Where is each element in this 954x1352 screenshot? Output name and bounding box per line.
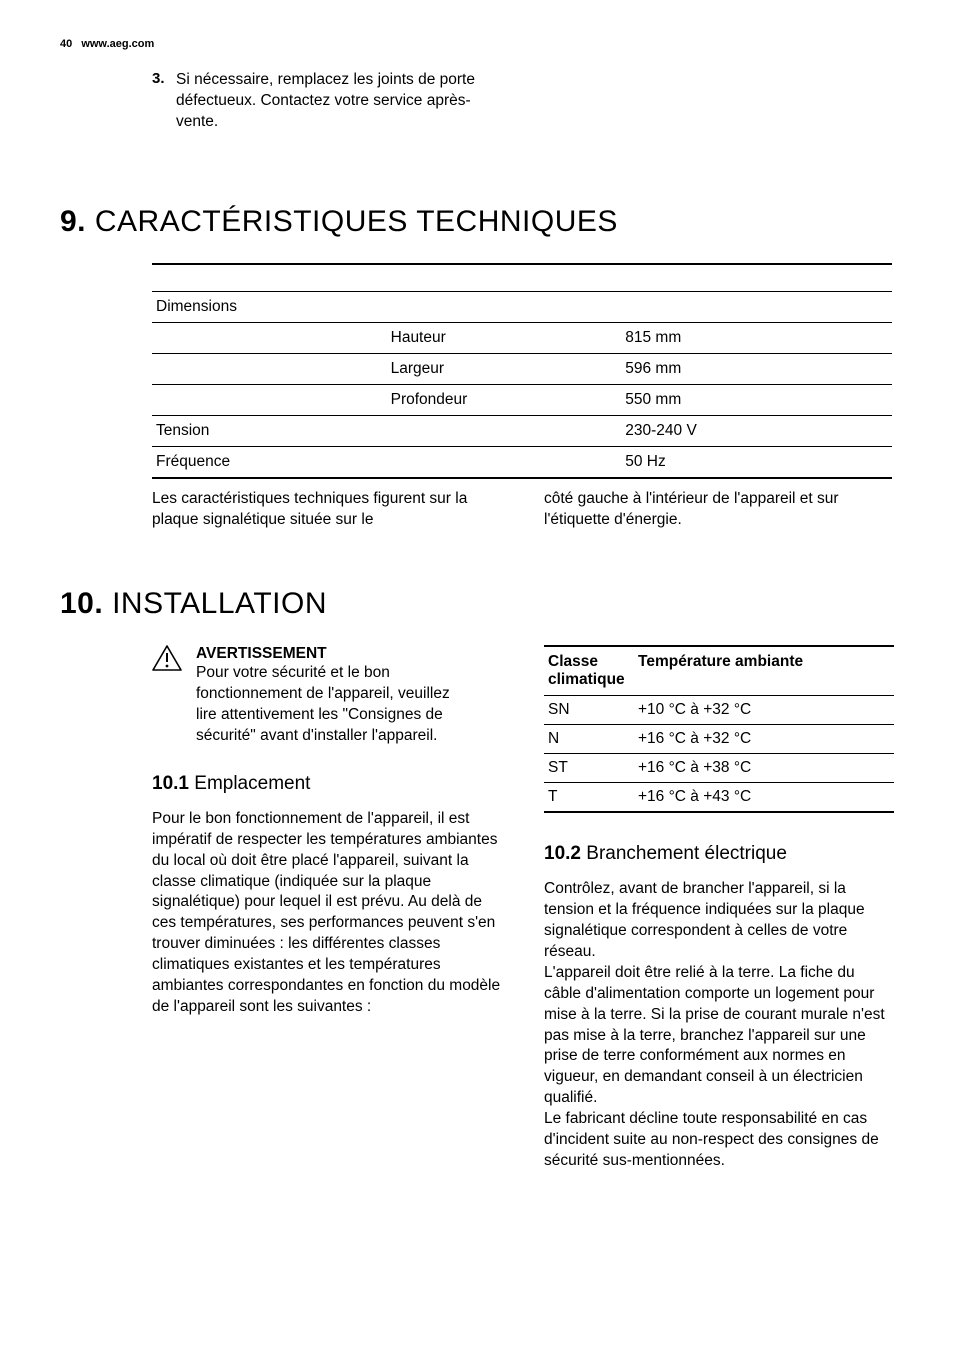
footnote-left: Les caractéristiques techniques figurent… — [152, 489, 502, 531]
list-item-text: Si nécessaire, remplacez les joints de p… — [176, 70, 476, 133]
subsection-10-2-body-2: L'appareil doit être relié à la terre. L… — [544, 963, 894, 1109]
cell: Tension — [152, 416, 387, 447]
cell: ST — [544, 754, 634, 783]
page-header: 40 www.aeg.com — [60, 38, 894, 50]
cell: +16 °C à +38 °C — [634, 754, 894, 783]
cell: N — [544, 725, 634, 754]
header-url: www.aeg.com — [81, 38, 154, 50]
section-10-title: 10. INSTALLATION — [60, 587, 894, 621]
table-row: T +16 °C à +43 °C — [544, 783, 894, 813]
cell: Largeur — [387, 354, 622, 385]
subsection-10-1-body: Pour le bon fonctionnement de l'appareil… — [152, 809, 502, 1018]
section-9-label: CARACTÉRISTIQUES TECHNIQUES — [95, 205, 618, 238]
cell: 815 mm — [621, 323, 892, 354]
list-item-number: 3. — [152, 70, 176, 133]
cell: +10 °C à +32 °C — [634, 696, 894, 725]
warning-heading: AVERTISSEMENT — [196, 645, 466, 663]
cell: +16 °C à +32 °C — [634, 725, 894, 754]
table-row: N +16 °C à +32 °C — [544, 725, 894, 754]
specs-footnote: Les caractéristiques techniques figurent… — [152, 489, 894, 531]
section-10-label: INSTALLATION — [112, 587, 327, 620]
cell — [152, 354, 387, 385]
section-9-number: 9. — [60, 205, 86, 238]
cell: T — [544, 783, 634, 813]
warning-icon — [152, 645, 182, 671]
cell: 230-240 V — [621, 416, 892, 447]
list-item: 3. Si nécessaire, remplacez les joints d… — [152, 70, 894, 133]
table-row: Hauteur 815 mm — [152, 323, 892, 354]
subsection-10-2-title: 10.2 Branchement électrique — [544, 843, 894, 865]
cell — [387, 447, 622, 479]
page-number: 40 — [60, 38, 72, 50]
subsection-10-1-number: 10.1 — [152, 773, 189, 794]
warning-block: AVERTISSEMENT Pour votre sécurité et le … — [152, 645, 502, 747]
cell: Profondeur — [387, 385, 622, 416]
cell: Hauteur — [387, 323, 622, 354]
cell: 596 mm — [621, 354, 892, 385]
table-row: ST +16 °C à +38 °C — [544, 754, 894, 783]
subsection-10-2-number: 10.2 — [544, 843, 581, 864]
climate-table: Classe climati­que Température ambiante … — [544, 645, 894, 813]
footnote-right: côté gauche à l'intérieur de l'appareil … — [544, 489, 894, 531]
subsection-10-1-title: 10.1 Emplacement — [152, 773, 502, 795]
climate-col1-header: Classe climati­que — [544, 646, 634, 696]
subsection-10-2-body-1: Contrôlez, avant de brancher l'appareil,… — [544, 879, 894, 963]
subsection-10-2-label: Branchement électrique — [586, 843, 787, 864]
section-10-number: 10. — [60, 587, 103, 620]
specs-table: Dimensions Hauteur 815 mm Largeur 596 mm… — [152, 263, 892, 480]
table-row: Largeur 596 mm — [152, 354, 892, 385]
table-row: Tension 230-240 V — [152, 416, 892, 447]
warning-body: Pour votre sécurité et le bon fonctionne… — [196, 663, 466, 747]
table-row: Dimensions — [152, 292, 892, 323]
subsection-10-1-label: Emplacement — [194, 773, 310, 794]
cell: 550 mm — [621, 385, 892, 416]
subsection-10-2-body-3: Le fabricant décline toute responsabilit… — [544, 1109, 894, 1172]
table-row: Fréquence 50 Hz — [152, 447, 892, 479]
cell — [387, 292, 622, 323]
cell: +16 °C à +43 °C — [634, 783, 894, 813]
cell — [152, 385, 387, 416]
cell: 50 Hz — [621, 447, 892, 479]
cell — [152, 323, 387, 354]
table-row: SN +10 °C à +32 °C — [544, 696, 894, 725]
cell: Dimensions — [152, 292, 387, 323]
cell — [387, 416, 622, 447]
climate-col2-header: Température ambiante — [634, 646, 894, 696]
section-9-title: 9. CARACTÉRISTIQUES TECHNIQUES — [60, 205, 894, 239]
cell — [621, 292, 892, 323]
table-row: Profondeur 550 mm — [152, 385, 892, 416]
cell: SN — [544, 696, 634, 725]
cell: Fréquence — [152, 447, 387, 479]
